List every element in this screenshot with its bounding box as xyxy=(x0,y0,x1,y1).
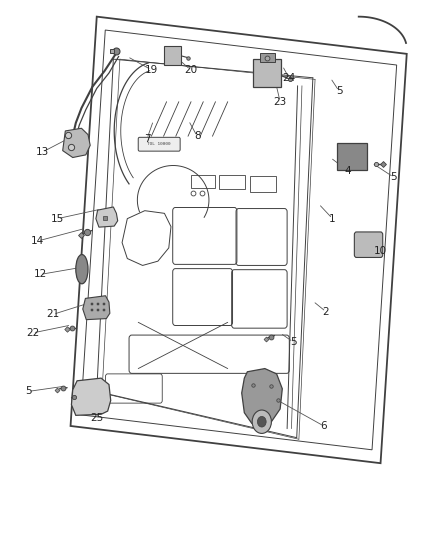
Bar xyxy=(219,174,245,189)
Text: 6: 6 xyxy=(321,421,327,431)
Text: 15: 15 xyxy=(51,214,64,224)
Text: 10: 10 xyxy=(374,246,387,255)
Text: 8: 8 xyxy=(194,131,201,141)
Text: TOL 10000: TOL 10000 xyxy=(147,142,171,146)
Text: 21: 21 xyxy=(46,309,60,319)
FancyBboxPatch shape xyxy=(138,138,180,151)
Text: 25: 25 xyxy=(90,413,103,423)
Text: 12: 12 xyxy=(33,270,46,279)
Polygon shape xyxy=(96,207,118,227)
FancyBboxPatch shape xyxy=(354,232,383,257)
Circle shape xyxy=(252,410,272,433)
Text: 5: 5 xyxy=(25,386,32,397)
Text: 5: 5 xyxy=(336,86,343,96)
FancyBboxPatch shape xyxy=(164,46,181,65)
FancyBboxPatch shape xyxy=(337,143,367,169)
Text: 23: 23 xyxy=(273,96,287,107)
FancyBboxPatch shape xyxy=(254,59,282,87)
Text: 2: 2 xyxy=(323,306,329,317)
Polygon shape xyxy=(83,296,110,320)
Circle shape xyxy=(258,416,266,427)
Text: 7: 7 xyxy=(144,134,150,144)
Text: 5: 5 xyxy=(290,337,297,347)
Polygon shape xyxy=(242,368,283,426)
Text: 4: 4 xyxy=(345,166,351,176)
Text: 1: 1 xyxy=(329,214,336,224)
FancyBboxPatch shape xyxy=(260,53,275,62)
Text: 19: 19 xyxy=(145,65,158,75)
Bar xyxy=(250,176,276,192)
Polygon shape xyxy=(71,378,111,415)
Text: 14: 14 xyxy=(31,236,44,246)
Text: 24: 24 xyxy=(282,73,296,83)
Text: 20: 20 xyxy=(184,65,197,75)
Text: 13: 13 xyxy=(35,147,49,157)
Ellipse shape xyxy=(76,255,88,284)
Bar xyxy=(191,174,215,188)
Polygon shape xyxy=(63,128,90,158)
Text: 22: 22 xyxy=(26,328,39,338)
Text: 5: 5 xyxy=(390,172,397,182)
